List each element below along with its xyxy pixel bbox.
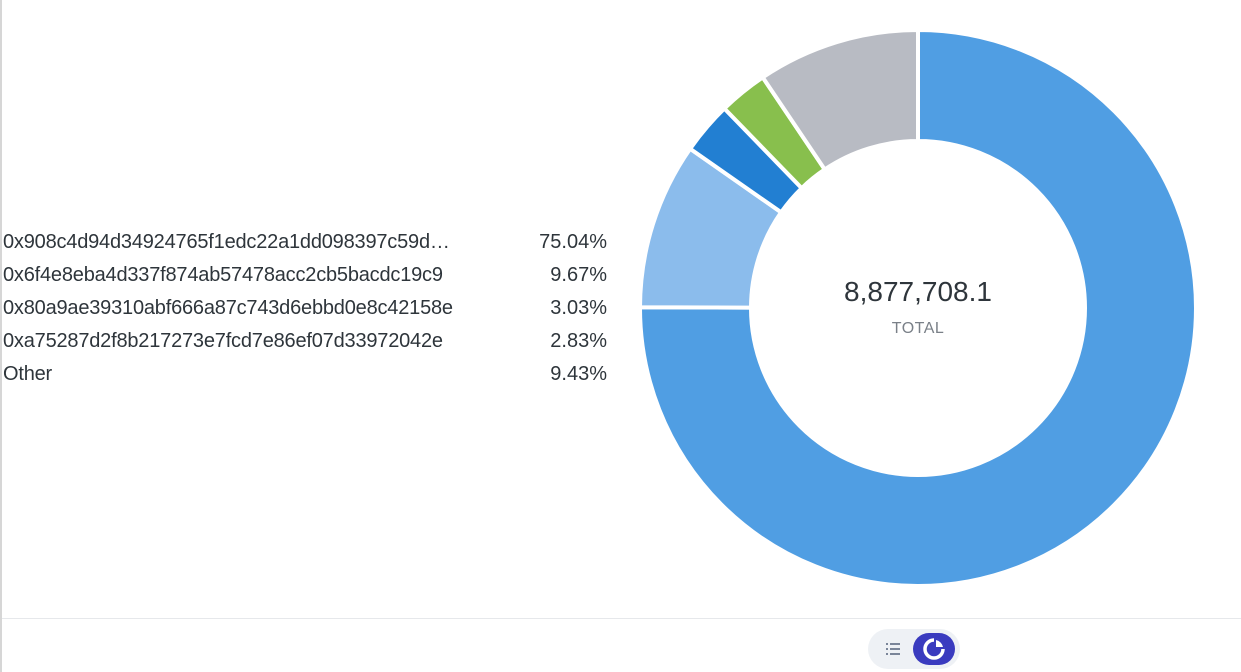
legend-item[interactable]: 0x908c4d94d34924765f1edc22a1dd098397c59d… [3,226,609,259]
legend-item-percent: 9.67% [550,264,607,286]
legend-item[interactable]: 0xa75287d2f8b217273e7fcd7e86ef07d3397204… [3,325,609,358]
legend-item-label: 0x908c4d94d34924765f1edc22a1dd098397c59d… [3,231,450,253]
footer-divider [2,618,1241,619]
legend-item-label: 0xa75287d2f8b217273e7fcd7e86ef07d3397204… [3,330,443,352]
pie-chart-icon [923,638,945,660]
list-view-button[interactable] [878,635,910,663]
legend-item-label: 0x6f4e8eba4d337f874ab57478acc2cb5bacdc19… [3,264,443,286]
legend-item-label: Other [3,363,53,385]
legend-item[interactable]: 0x6f4e8eba4d337f874ab57478acc2cb5bacdc19… [3,259,609,292]
legend-item-percent: 75.04% [539,231,607,253]
legend-item-percent: 9.43% [550,363,607,385]
legend-item[interactable]: Other 9.43% [3,358,609,391]
total-label: TOTAL [891,320,945,337]
chart-legend: 0x908c4d94d34924765f1edc22a1dd098397c59d… [3,226,609,391]
legend-item[interactable]: 0x80a9ae39310abf666a87c743d6ebbd0e8c4215… [3,292,609,325]
legend-item-percent: 3.03% [550,297,607,319]
chart-view-button[interactable] [913,633,955,665]
total-value: 8,877,708.1 [844,276,992,307]
list-icon [886,643,900,655]
donut-chart: 8,877,708.1 TOTAL [620,10,1216,606]
donut-slice[interactable] [759,27,920,173]
legend-item-label: 0x80a9ae39310abf666a87c743d6ebbd0e8c4215… [3,297,453,319]
donut-slice[interactable] [638,27,1198,588]
left-panel-border [0,0,2,672]
view-toggle [868,629,960,669]
legend-item-percent: 2.83% [550,330,607,352]
donut-chart-svg [637,27,1198,588]
